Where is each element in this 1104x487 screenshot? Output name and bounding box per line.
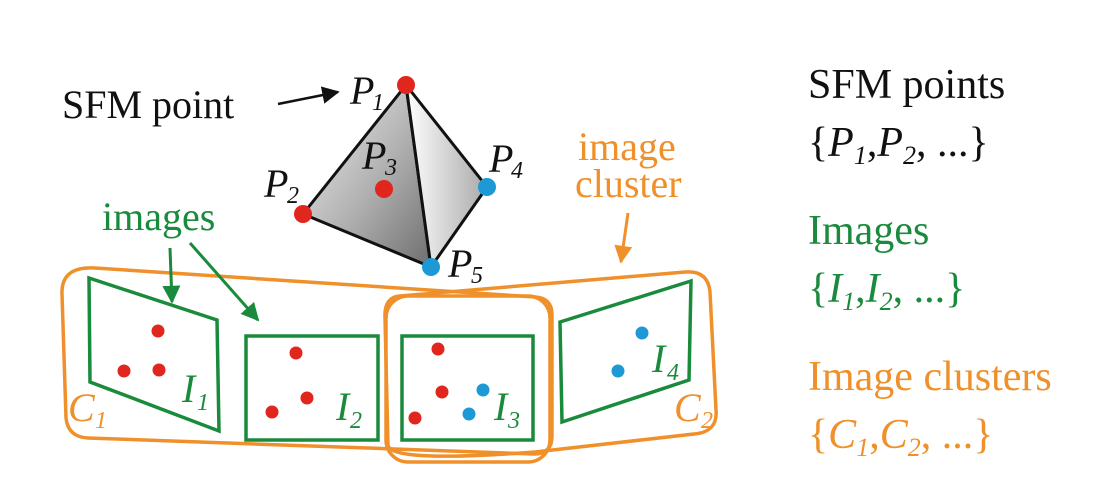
sfm-point-p4 [478,178,496,196]
legend-clusters-title: Image clusters [808,354,1052,400]
point-red [435,385,449,399]
image-points [117,324,649,425]
label-p1: P 1 [349,68,384,116]
image-cluster-label-2: cluster [575,161,682,206]
sfm-point-p3 [375,180,393,198]
label-p4: P 4 [488,136,523,184]
svg-text:I: I [335,384,351,429]
legend-images-set: {I1,I2, ...} [808,266,966,316]
svg-text:P: P [263,161,288,206]
point-blue [462,407,476,421]
cluster-overlap-box [384,294,552,464]
svg-text:I: I [181,366,197,411]
sfm-point-arrow [277,86,340,106]
svg-text:3: 3 [384,155,397,181]
svg-text:C: C [674,385,702,430]
sfm-point-p1 [397,76,415,94]
svg-text:3: 3 [507,408,520,434]
svg-text:4: 4 [667,360,679,386]
pyramid-right-face [404,83,489,269]
svg-text:P: P [447,241,472,286]
point-red [152,363,166,377]
svg-text:4: 4 [511,158,523,184]
point-blue [635,326,649,340]
legend-sfm-title: SFM points [808,62,1006,108]
svg-text:2: 2 [701,408,713,434]
svg-text:I: I [651,336,667,381]
point-red [408,411,422,425]
svg-text:1: 1 [95,408,107,434]
sfm-point-label: SFM point [62,82,234,127]
svg-text:C: C [68,385,96,430]
images-label: images [102,194,215,239]
image-i3-frame [400,334,535,442]
point-blue [476,383,490,397]
image-cluster-label-1: image [578,124,676,169]
svg-text:P: P [488,136,513,181]
svg-text:P: P [349,68,374,113]
label-c1: C 1 [68,385,107,434]
legend-sfm-set: {P1,P2, ...} [808,120,989,170]
image-cluster-arrow [614,212,633,264]
svg-text:1: 1 [372,90,384,116]
label-p2: P 2 [263,161,299,209]
image-i4-frame [558,278,693,425]
label-i3: I 3 [493,384,520,434]
label-i1: I 1 [181,366,209,416]
svg-text:P: P [361,133,386,178]
label-i2: I 2 [335,384,362,434]
image-i2-frame [244,334,380,442]
point-red [431,342,445,356]
svg-text:5: 5 [471,263,483,289]
svg-text:I: I [493,384,509,429]
label-i4: I 4 [651,336,679,386]
svg-text:1: 1 [197,390,209,416]
label-c2: C 2 [674,385,713,434]
image-i1-frame [87,275,221,434]
pyramid [301,83,489,269]
cluster-c1-outline [60,266,554,456]
point-red [265,405,279,419]
point-red [151,324,165,338]
images-arrow-i2 [188,242,260,322]
legend-images-title: Images [808,208,930,254]
point-blue [611,364,625,378]
point-red [289,346,303,360]
label-p5: P 5 [447,241,483,289]
svg-text:2: 2 [350,408,362,434]
images-arrow-i1 [162,247,181,304]
point-red [300,391,314,405]
svg-text:2: 2 [287,183,299,209]
sfm-point-p5 [422,258,440,276]
label-p3: P 3 [361,133,397,181]
legend-clusters-set: {C1,C2, ...} [808,412,994,462]
sfm-point-p2 [294,205,312,223]
point-red [117,364,131,378]
